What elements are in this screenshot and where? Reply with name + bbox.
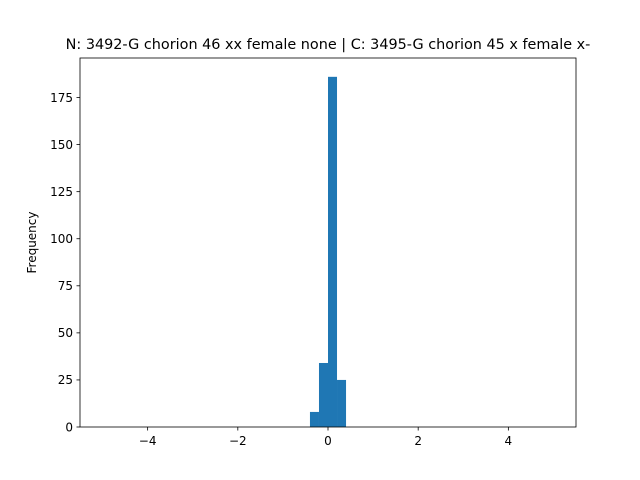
- y-tick-label: 150: [50, 138, 73, 152]
- y-tick-label: 0: [65, 420, 73, 434]
- x-tick-label: 0: [324, 434, 332, 448]
- histogram-bar: [318, 362, 328, 427]
- x-axis: −4 −2 0 2 4: [139, 427, 512, 448]
- y-axis: 0 25 50 75 100 125 150 175: [50, 91, 80, 434]
- histogram-bar: [309, 411, 319, 427]
- chart-title: N: 3492-G chorion 46 xx female none | C:…: [66, 37, 591, 53]
- x-tick-label: 2: [414, 434, 422, 448]
- bars-group: [309, 76, 347, 427]
- y-tick-label: 175: [50, 91, 73, 105]
- histogram-bar: [328, 76, 338, 427]
- x-tick-label: 4: [505, 434, 513, 448]
- y-tick-label: 100: [50, 232, 73, 246]
- y-tick-label: 50: [58, 326, 73, 340]
- histogram-bar: [337, 379, 347, 427]
- y-tick-label: 25: [58, 373, 73, 387]
- y-tick-label: 75: [58, 279, 73, 293]
- y-axis-label: Frequency: [25, 212, 39, 274]
- y-tick-label: 125: [50, 185, 73, 199]
- x-tick-label: −2: [229, 434, 247, 448]
- x-tick-label: −4: [139, 434, 157, 448]
